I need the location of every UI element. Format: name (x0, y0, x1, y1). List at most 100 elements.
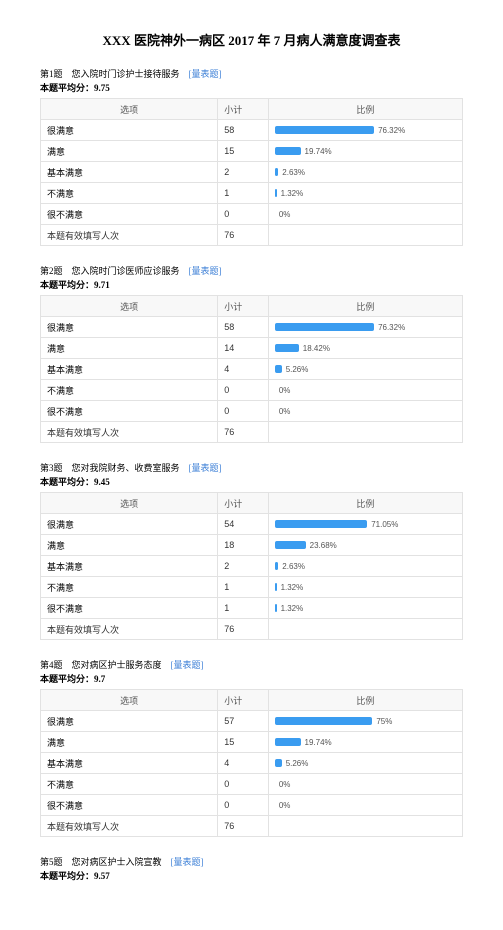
question-tag: [量表题] (171, 660, 204, 670)
cell-ratio: 71.05% (268, 514, 462, 535)
ratio-bar (275, 147, 301, 155)
total-blank (268, 225, 462, 246)
cell-option: 满意 (41, 535, 218, 556)
ratio-bar (275, 344, 299, 352)
total-count: 76 (218, 619, 269, 640)
ratio-pct: 1.32% (281, 189, 304, 198)
cell-option: 基本满意 (41, 162, 218, 183)
cell-option: 基本满意 (41, 359, 218, 380)
cell-count: 4 (218, 753, 269, 774)
table-row: 很不满意0 0% (41, 204, 463, 225)
table-row: 满意18 23.68% (41, 535, 463, 556)
table-row: 很不满意00% (41, 401, 463, 422)
ratio-pct: 0% (279, 386, 291, 395)
question-block: 第3题 您对我院财务、收费室服务 [量表题]本题平均分：9.45选项小计比例很满… (40, 461, 463, 640)
col-ratio: 比例 (268, 99, 462, 120)
total-label: 本题有效填写人次 (41, 619, 218, 640)
ratio-pct: 23.68% (310, 541, 337, 550)
cell-count: 1 (218, 577, 269, 598)
ratio-pct: 0% (279, 210, 291, 219)
cell-count: 58 (218, 120, 269, 141)
cell-ratio: 0% (268, 380, 462, 401)
ratio-pct: 2.63% (282, 562, 305, 571)
cell-count: 1 (218, 183, 269, 204)
ratio-bar (275, 562, 278, 570)
total-count: 76 (218, 225, 269, 246)
cell-ratio: 5.26% (268, 359, 462, 380)
question-number: 第1题 (40, 69, 63, 79)
cell-count: 0 (218, 795, 269, 816)
table-row: 基本满意45.26% (41, 753, 463, 774)
cell-ratio: 23.68% (268, 535, 462, 556)
question-average: 本题平均分：9.71 (40, 278, 463, 291)
cell-ratio: 1.32% (268, 183, 462, 204)
cell-count: 15 (218, 732, 269, 753)
cell-count: 0 (218, 774, 269, 795)
cell-option: 不满意 (41, 183, 218, 204)
page-title: XXX 医院神外一病区 2017 年 7 月病人满意度调查表 (40, 30, 463, 49)
cell-ratio: 2.63% (268, 556, 462, 577)
cell-option: 很不满意 (41, 204, 218, 225)
ratio-bar (275, 738, 301, 746)
cell-ratio: 0% (268, 204, 462, 225)
ratio-pct: 5.26% (286, 365, 309, 374)
cell-count: 18 (218, 535, 269, 556)
cell-option: 很不满意 (41, 401, 218, 422)
total-blank (268, 619, 462, 640)
table-row: 很满意54 71.05% (41, 514, 463, 535)
question-tag: [量表题] (189, 266, 222, 276)
cell-count: 0 (218, 401, 269, 422)
table-row: 基本满意4 5.26% (41, 359, 463, 380)
question-average: 本题平均分：9.7 (40, 672, 463, 685)
col-ratio: 比例 (268, 690, 462, 711)
cell-option: 很满意 (41, 514, 218, 535)
table-total-row: 本题有效填写人次76 (41, 619, 463, 640)
question-average: 本题平均分：9.57 (40, 869, 463, 882)
ratio-pct: 75% (376, 717, 392, 726)
ratio-bar (275, 759, 282, 767)
total-label: 本题有效填写人次 (41, 225, 218, 246)
cell-ratio: 1.32% (268, 577, 462, 598)
cell-ratio: 1.32% (268, 598, 462, 619)
cell-option: 满意 (41, 732, 218, 753)
table-row: 不满意1 1.32% (41, 183, 463, 204)
cell-count: 1 (218, 598, 269, 619)
question-block: 第5题 您对病区护士入院宣教 [量表题]本题平均分：9.57 (40, 855, 463, 882)
col-option: 选项 (41, 690, 218, 711)
cell-ratio: 19.74% (268, 141, 462, 162)
col-option: 选项 (41, 99, 218, 120)
cell-option: 不满意 (41, 774, 218, 795)
cell-count: 54 (218, 514, 269, 535)
ratio-bar (275, 541, 306, 549)
total-count: 76 (218, 816, 269, 837)
ratio-pct: 5.26% (286, 759, 309, 768)
question-tag: [量表题] (189, 69, 222, 79)
cell-ratio: 5.26% (268, 753, 462, 774)
cell-count: 0 (218, 204, 269, 225)
table-row: 不满意00% (41, 380, 463, 401)
question-block: 第1题 您入院时门诊护士接待服务 [量表题]本题平均分：9.75选项小计比例很满… (40, 67, 463, 246)
total-blank (268, 816, 462, 837)
cell-ratio: 2.63% (268, 162, 462, 183)
cell-count: 4 (218, 359, 269, 380)
cell-option: 很不满意 (41, 795, 218, 816)
cell-option: 很不满意 (41, 598, 218, 619)
cell-ratio: 19.74% (268, 732, 462, 753)
cell-count: 57 (218, 711, 269, 732)
ratio-pct: 1.32% (281, 583, 304, 592)
total-count: 76 (218, 422, 269, 443)
table-row: 很满意5876.32% (41, 317, 463, 338)
table-row: 满意1418.42% (41, 338, 463, 359)
question-tag: [量表题] (189, 463, 222, 473)
table-row: 很满意5775% (41, 711, 463, 732)
question-header: 第1题 您入院时门诊护士接待服务 [量表题] (40, 67, 463, 80)
ratio-bar (275, 583, 277, 591)
question-text: 您入院时门诊护士接待服务 (72, 69, 180, 79)
total-label: 本题有效填写人次 (41, 816, 218, 837)
ratio-pct: 71.05% (371, 520, 398, 529)
cell-ratio: 76.32% (268, 120, 462, 141)
col-ratio: 比例 (268, 296, 462, 317)
col-count: 小计 (218, 296, 269, 317)
total-blank (268, 422, 462, 443)
cell-count: 0 (218, 380, 269, 401)
